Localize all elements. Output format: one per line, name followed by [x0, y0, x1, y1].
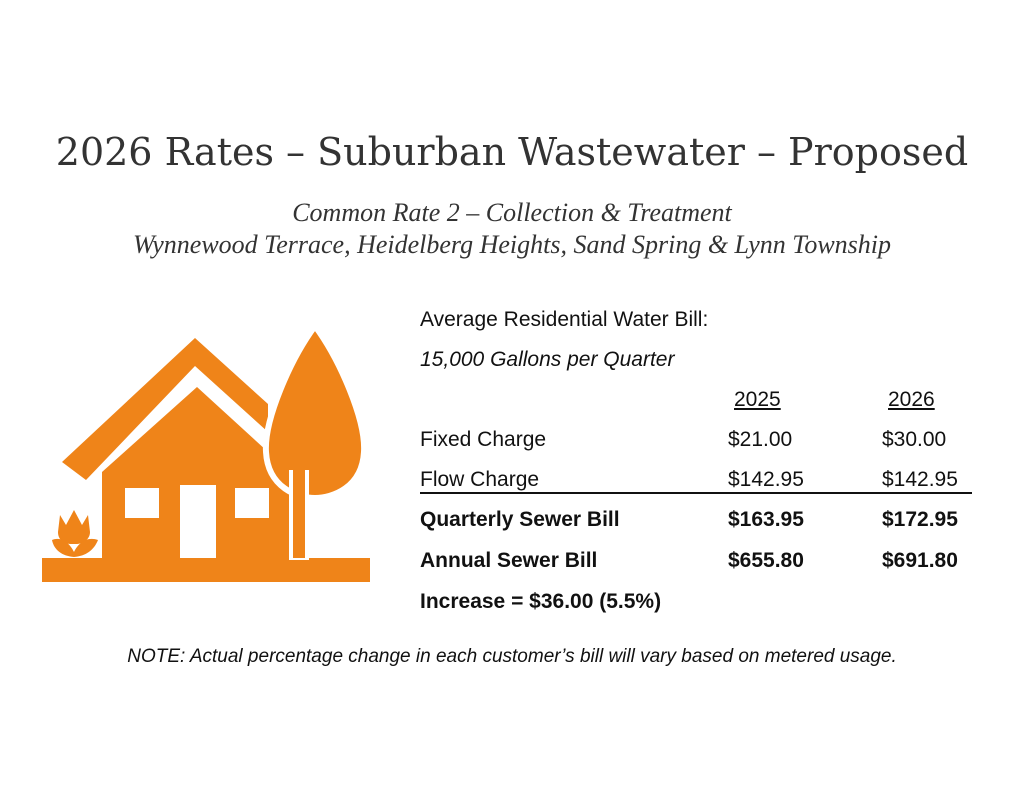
note: NOTE: Actual percentage change in each c…	[127, 646, 897, 667]
house-icon	[42, 320, 370, 582]
cell: $142.95	[728, 468, 804, 491]
row-label: Quarterly Sewer Bill	[420, 508, 620, 531]
info-usage: 15,000 Gallons per Quarter	[420, 348, 675, 371]
cell: $655.80	[728, 549, 804, 572]
rule	[420, 492, 972, 494]
row-label: Annual Sewer Bill	[420, 549, 598, 572]
cell: $163.95	[728, 508, 804, 531]
cell: $691.80	[882, 549, 958, 572]
row-label: Fixed Charge	[420, 428, 547, 451]
column-header: 2026	[888, 388, 935, 411]
row-label: Flow Charge	[420, 468, 540, 491]
subtitle: Wynnewood Terrace, Heidelberg Heights, S…	[132, 230, 892, 259]
cell: $21.00	[728, 428, 793, 451]
title: 2026 Rates – Suburban Wastewater – Propo…	[55, 130, 969, 174]
cell: $172.95	[882, 508, 958, 531]
subtitle: Common Rate 2 – Collection & Treatment	[292, 198, 732, 227]
column-header: 2025	[734, 388, 781, 411]
increase: Increase = $36.00 (5.5%)	[420, 590, 662, 613]
cell: $30.00	[882, 428, 947, 451]
cell: $142.95	[882, 468, 958, 491]
info-heading: Average Residential Water Bill:	[420, 308, 709, 331]
